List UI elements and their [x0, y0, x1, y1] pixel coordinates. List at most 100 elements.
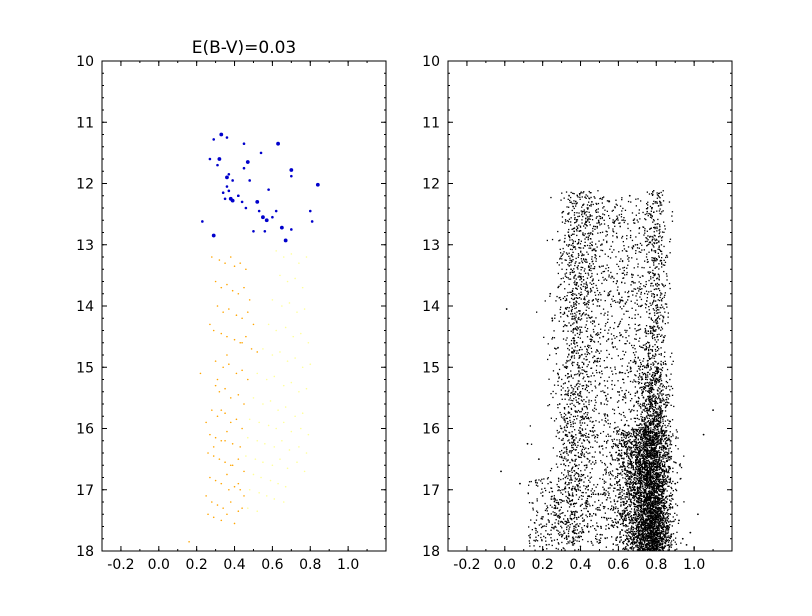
right-data-point [608, 423, 609, 424]
right-data-point [644, 344, 645, 345]
right-data-point [589, 263, 590, 264]
right-data-point [649, 373, 650, 374]
left-data-point [230, 422, 232, 424]
left-data-point [236, 314, 238, 316]
right-data-point [591, 276, 592, 277]
right-data-point [572, 323, 573, 324]
right-data-point [669, 500, 670, 501]
right-data-point [635, 295, 636, 296]
right-data-point [646, 241, 647, 242]
right-data-point [600, 526, 601, 527]
right-data-point [566, 272, 567, 273]
right-data-point [673, 540, 674, 541]
right-data-point [661, 354, 662, 355]
right-data-point [562, 387, 563, 388]
right-data-point [659, 513, 660, 514]
right-data-point [610, 257, 611, 258]
left-data-point [290, 175, 293, 178]
right-data-point [569, 284, 570, 285]
right-data-point [561, 212, 562, 213]
right-data-point [669, 456, 670, 457]
left-data-point [245, 455, 247, 457]
right-data-point [606, 399, 607, 400]
right-data-point [628, 465, 629, 466]
right-data-point [647, 363, 648, 364]
right-data-point [583, 312, 584, 313]
right-data-point [577, 389, 578, 390]
right-data-point [582, 518, 583, 519]
right-data-point [586, 252, 587, 253]
right-data-point [629, 496, 630, 497]
right-data-point [591, 204, 592, 205]
right-data-point [568, 373, 569, 374]
right-data-point [640, 316, 641, 317]
right-data-point [579, 355, 580, 356]
left-panel-title: E(B-V)=0.03 [192, 38, 297, 58]
left-x-tick-label: 0.0 [148, 557, 170, 573]
right-data-point [668, 457, 669, 458]
right-data-point [650, 399, 651, 400]
right-data-point [660, 420, 661, 421]
right-data-point [627, 292, 628, 293]
right-data-point [635, 393, 636, 394]
right-data-point [553, 511, 554, 512]
right-data-point [551, 418, 552, 419]
right-data-point [571, 294, 572, 295]
right-data-point [565, 362, 566, 363]
right-data-point [631, 398, 632, 399]
right-data-point [639, 405, 640, 406]
right-data-point [632, 294, 633, 295]
left-data-point [255, 458, 257, 460]
right-data-point [559, 297, 560, 298]
right-data-point [616, 349, 617, 350]
left-y-tick-label: 10 [76, 54, 94, 70]
right-data-point [645, 375, 646, 376]
right-data-point [606, 499, 607, 500]
right-data-point [673, 521, 674, 522]
right-data-point [580, 338, 581, 339]
right-data-point [602, 479, 603, 480]
left-data-point [247, 437, 249, 439]
right-data-point [563, 383, 564, 384]
right-data-point [604, 314, 605, 315]
right-data-point [568, 207, 569, 208]
right-data-point [598, 203, 599, 204]
right-data-point [577, 202, 578, 203]
right-data-point [638, 306, 639, 307]
left-data-point [228, 363, 230, 365]
right-data-point [578, 386, 579, 387]
right-data-point [553, 370, 554, 371]
right-data-point [587, 349, 588, 350]
right-data-point [574, 343, 575, 344]
right-data-point [587, 233, 588, 234]
right-data-point [595, 298, 596, 299]
right-data-point [610, 304, 611, 305]
right-data-point [636, 300, 637, 301]
right-data-point [673, 516, 674, 517]
right-data-point [607, 333, 608, 334]
right-data-point [581, 281, 582, 282]
left-data-point [215, 437, 217, 439]
right-data-point [564, 198, 565, 199]
right-data-point [548, 343, 549, 344]
right-data-point [611, 299, 612, 300]
right-data-point [574, 386, 575, 387]
right-data-point [665, 533, 666, 534]
left-data-point [271, 216, 274, 219]
right-data-point [570, 370, 571, 371]
right-data-point [575, 536, 576, 537]
left-data-point [245, 268, 247, 270]
right-data-point [583, 234, 584, 235]
right-data-point [571, 403, 572, 404]
right-data-point [554, 337, 555, 338]
right-data-point [587, 294, 588, 295]
right-data-point [564, 288, 565, 289]
right-data-point [617, 301, 618, 302]
right-data-point [593, 204, 594, 205]
right-data-point [619, 467, 620, 468]
left-data-point [289, 449, 291, 451]
right-data-point [575, 503, 576, 504]
right-data-point [584, 296, 585, 297]
right-data-point [571, 217, 572, 218]
left-data-point [281, 440, 283, 442]
